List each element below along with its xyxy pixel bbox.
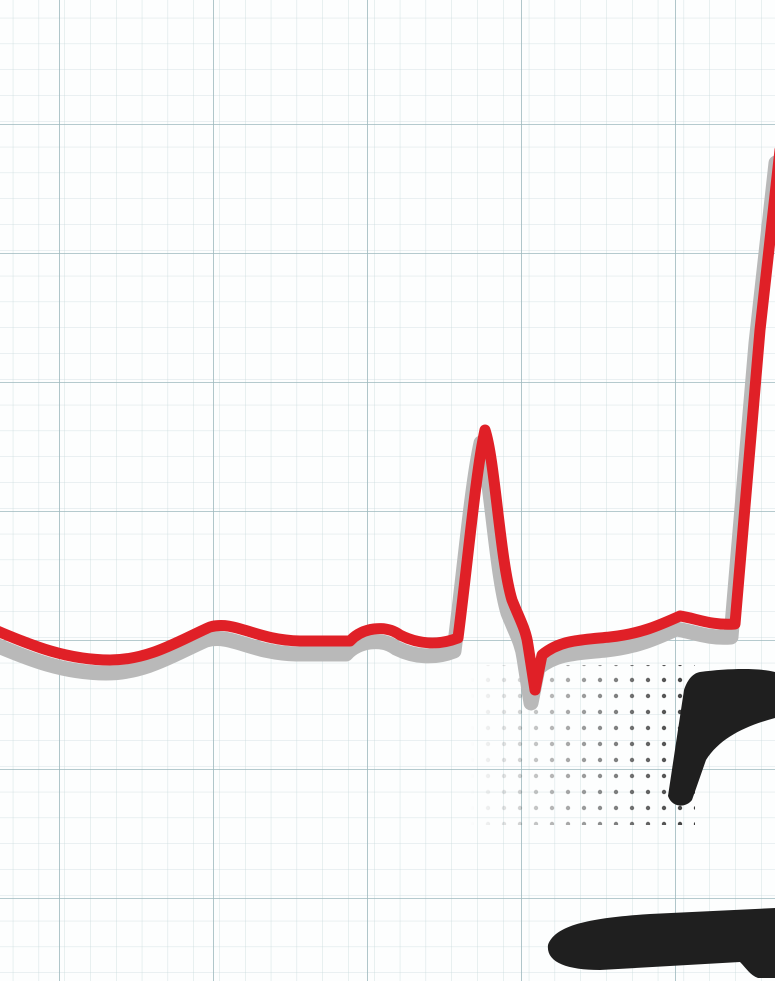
halftone-dots xyxy=(470,665,695,825)
silhouette-shape-upper xyxy=(668,669,775,806)
ecg-trace xyxy=(0,147,775,696)
silhouette-shape-lower xyxy=(547,908,775,978)
